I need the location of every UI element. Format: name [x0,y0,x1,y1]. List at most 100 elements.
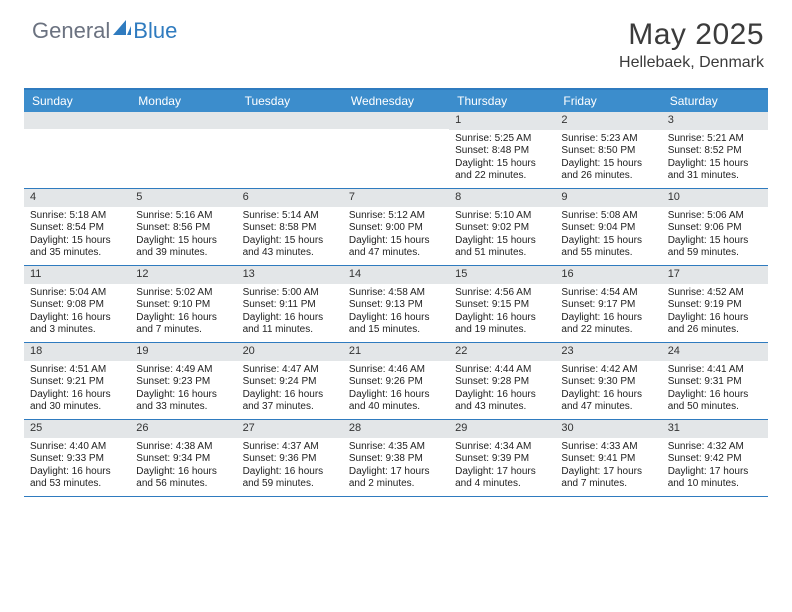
day-number: 5 [130,189,236,207]
day-number: 7 [343,189,449,207]
sunset-line: Sunset: 9:19 PM [668,299,762,312]
day-number: 25 [24,420,130,438]
calendar-cell: 30Sunrise: 4:33 AMSunset: 9:41 PMDayligh… [555,420,661,496]
daylight-line: Daylight: 16 hours and 15 minutes. [349,312,443,337]
cell-body: Sunrise: 4:58 AMSunset: 9:13 PMDaylight:… [343,284,449,341]
daylight-line: Daylight: 16 hours and 33 minutes. [136,389,230,414]
sunrise-line: Sunrise: 4:49 AM [136,364,230,377]
day-number: 2 [555,112,661,130]
sunset-line: Sunset: 9:06 PM [668,222,762,235]
daylight-line: Daylight: 15 hours and 51 minutes. [455,235,549,260]
sunrise-line: Sunrise: 4:33 AM [561,441,655,454]
daylight-line: Daylight: 16 hours and 11 minutes. [243,312,337,337]
sunset-line: Sunset: 9:00 PM [349,222,443,235]
sunrise-line: Sunrise: 5:08 AM [561,210,655,223]
calendar-cell: 28Sunrise: 4:35 AMSunset: 9:38 PMDayligh… [343,420,449,496]
calendar-cell: 15Sunrise: 4:56 AMSunset: 9:15 PMDayligh… [449,266,555,342]
sunrise-line: Sunrise: 4:40 AM [30,441,124,454]
day-number: 10 [662,189,768,207]
daylight-line: Daylight: 16 hours and 19 minutes. [455,312,549,337]
sunrise-line: Sunrise: 5:04 AM [30,287,124,300]
calendar-cell: 4Sunrise: 5:18 AMSunset: 8:54 PMDaylight… [24,189,130,265]
calendar-cell: 25Sunrise: 4:40 AMSunset: 9:33 PMDayligh… [24,420,130,496]
sunset-line: Sunset: 9:23 PM [136,376,230,389]
sunrise-line: Sunrise: 5:25 AM [455,133,549,146]
calendar-cell: 12Sunrise: 5:02 AMSunset: 9:10 PMDayligh… [130,266,236,342]
daylight-line: Daylight: 17 hours and 2 minutes. [349,466,443,491]
sunset-line: Sunset: 8:50 PM [561,145,655,158]
sunset-line: Sunset: 8:52 PM [668,145,762,158]
sunset-line: Sunset: 9:17 PM [561,299,655,312]
calendar-cell: 22Sunrise: 4:44 AMSunset: 9:28 PMDayligh… [449,343,555,419]
calendar-cell [24,112,130,188]
sunrise-line: Sunrise: 5:18 AM [30,210,124,223]
sunrise-line: Sunrise: 4:54 AM [561,287,655,300]
daylight-line: Daylight: 16 hours and 59 minutes. [243,466,337,491]
cell-body: Sunrise: 4:54 AMSunset: 9:17 PMDaylight:… [555,284,661,341]
sunset-line: Sunset: 9:10 PM [136,299,230,312]
sunset-line: Sunset: 8:58 PM [243,222,337,235]
daylight-line: Daylight: 15 hours and 43 minutes. [243,235,337,260]
cell-body: Sunrise: 4:33 AMSunset: 9:41 PMDaylight:… [555,438,661,495]
calendar-cell: 17Sunrise: 4:52 AMSunset: 9:19 PMDayligh… [662,266,768,342]
day-header: Tuesday [237,90,343,112]
week-row: 18Sunrise: 4:51 AMSunset: 9:21 PMDayligh… [24,343,768,420]
day-header: Thursday [449,90,555,112]
daylight-line: Daylight: 16 hours and 43 minutes. [455,389,549,414]
day-header: Friday [555,90,661,112]
brand-part1: General [32,18,110,44]
cell-body: Sunrise: 4:44 AMSunset: 9:28 PMDaylight:… [449,361,555,418]
daylight-line: Daylight: 15 hours and 22 minutes. [455,158,549,183]
daylight-line: Daylight: 15 hours and 35 minutes. [30,235,124,260]
sunrise-line: Sunrise: 5:02 AM [136,287,230,300]
calendar-cell: 2Sunrise: 5:23 AMSunset: 8:50 PMDaylight… [555,112,661,188]
cell-body: Sunrise: 5:18 AMSunset: 8:54 PMDaylight:… [24,207,130,264]
sunrise-line: Sunrise: 5:21 AM [668,133,762,146]
sunrise-line: Sunrise: 4:56 AM [455,287,549,300]
daylight-line: Daylight: 16 hours and 56 minutes. [136,466,230,491]
day-number [343,112,449,129]
calendar-cell [343,112,449,188]
daylight-line: Daylight: 15 hours and 55 minutes. [561,235,655,260]
day-header: Wednesday [343,90,449,112]
daylight-line: Daylight: 15 hours and 59 minutes. [668,235,762,260]
sunset-line: Sunset: 8:56 PM [136,222,230,235]
calendar-cell: 6Sunrise: 5:14 AMSunset: 8:58 PMDaylight… [237,189,343,265]
cell-body: Sunrise: 5:16 AMSunset: 8:56 PMDaylight:… [130,207,236,264]
calendar-cell [130,112,236,188]
sunrise-line: Sunrise: 4:44 AM [455,364,549,377]
sunset-line: Sunset: 9:31 PM [668,376,762,389]
sunset-line: Sunset: 9:26 PM [349,376,443,389]
sunset-line: Sunset: 9:28 PM [455,376,549,389]
sunset-line: Sunset: 9:04 PM [561,222,655,235]
day-number: 14 [343,266,449,284]
day-number [24,112,130,129]
daylight-line: Daylight: 16 hours and 40 minutes. [349,389,443,414]
sunrise-line: Sunrise: 4:46 AM [349,364,443,377]
calendar-cell: 29Sunrise: 4:34 AMSunset: 9:39 PMDayligh… [449,420,555,496]
daylight-line: Daylight: 16 hours and 7 minutes. [136,312,230,337]
daylight-line: Daylight: 16 hours and 50 minutes. [668,389,762,414]
calendar-cell: 26Sunrise: 4:38 AMSunset: 9:34 PMDayligh… [130,420,236,496]
day-number: 16 [555,266,661,284]
calendar: SundayMondayTuesdayWednesdayThursdayFrid… [24,88,768,497]
calendar-cell: 21Sunrise: 4:46 AMSunset: 9:26 PMDayligh… [343,343,449,419]
calendar-cell: 16Sunrise: 4:54 AMSunset: 9:17 PMDayligh… [555,266,661,342]
calendar-cell: 18Sunrise: 4:51 AMSunset: 9:21 PMDayligh… [24,343,130,419]
sunrise-line: Sunrise: 4:34 AM [455,441,549,454]
sunset-line: Sunset: 9:42 PM [668,453,762,466]
sunset-line: Sunset: 9:21 PM [30,376,124,389]
cell-body: Sunrise: 5:00 AMSunset: 9:11 PMDaylight:… [237,284,343,341]
sunrise-line: Sunrise: 4:51 AM [30,364,124,377]
cell-body: Sunrise: 4:37 AMSunset: 9:36 PMDaylight:… [237,438,343,495]
cell-body: Sunrise: 5:25 AMSunset: 8:48 PMDaylight:… [449,130,555,187]
sunset-line: Sunset: 9:02 PM [455,222,549,235]
sail-icon [113,20,131,41]
day-header: Monday [130,90,236,112]
daylight-line: Daylight: 16 hours and 22 minutes. [561,312,655,337]
day-number: 6 [237,189,343,207]
cell-body: Sunrise: 4:32 AMSunset: 9:42 PMDaylight:… [662,438,768,495]
sunset-line: Sunset: 8:54 PM [30,222,124,235]
sunrise-line: Sunrise: 5:23 AM [561,133,655,146]
daylight-line: Daylight: 15 hours and 47 minutes. [349,235,443,260]
